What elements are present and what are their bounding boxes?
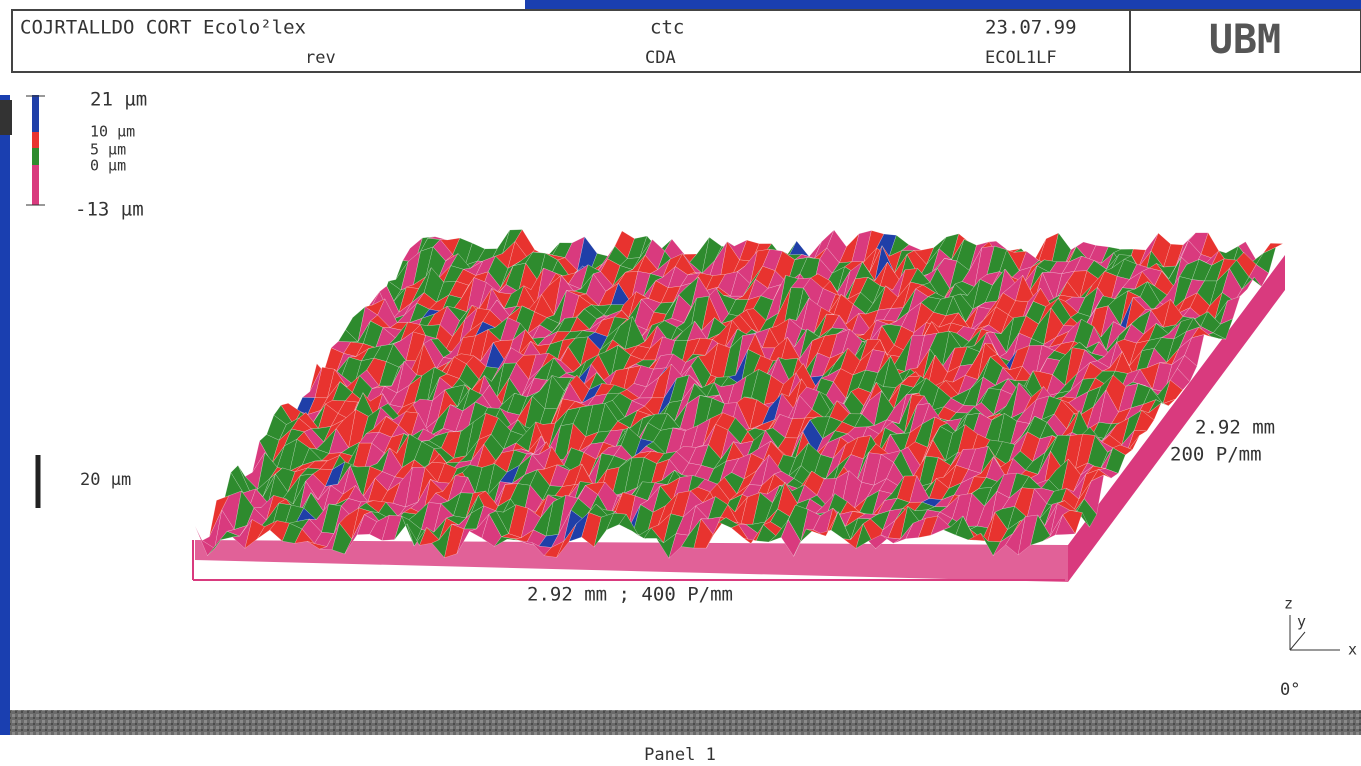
legend-label: 0 µm xyxy=(90,157,126,175)
top-blue-band xyxy=(525,0,1361,9)
gray-band xyxy=(10,710,1361,735)
y-density: 200 P/mm xyxy=(1170,444,1262,466)
code: ctc xyxy=(650,17,684,39)
sample-name: COJRTALLDO CORT Ecolo²lex xyxy=(20,17,306,39)
scan: COJRTALLDO CORT Ecolo²lex rev ctc CDA 23… xyxy=(0,0,1361,766)
z-scale-label: 20 µm xyxy=(80,470,131,490)
angle: 0° xyxy=(1280,680,1300,700)
legend-label: -13 µm xyxy=(75,199,144,221)
left-blue-band xyxy=(0,95,10,735)
legend-label: 10 µm xyxy=(90,123,135,141)
legend-label: 21 µm xyxy=(90,89,147,111)
legend-swatch xyxy=(32,132,39,148)
logo: UBM xyxy=(1209,17,1281,63)
date: 23.07.99 xyxy=(985,17,1077,39)
file: ECOL1LF xyxy=(985,48,1057,68)
axis-y: y xyxy=(1297,613,1306,631)
axis-x: x xyxy=(1348,641,1357,659)
legend-swatch xyxy=(32,148,39,165)
left-dark xyxy=(0,100,12,135)
axis-z: z xyxy=(1284,595,1293,613)
code-sub: CDA xyxy=(645,48,676,68)
sample-sub: rev xyxy=(305,48,336,68)
y-length: 2.92 mm xyxy=(1195,417,1275,439)
panel-label: Panel 1 xyxy=(644,745,716,765)
page: COJRTALLDO CORT Ecolo²lex rev ctc CDA 23… xyxy=(0,0,1361,766)
legend-swatch xyxy=(32,165,39,205)
legend-swatch xyxy=(32,95,39,132)
x-axis-label: 2.92 mm ; 400 P/mm xyxy=(527,584,733,606)
